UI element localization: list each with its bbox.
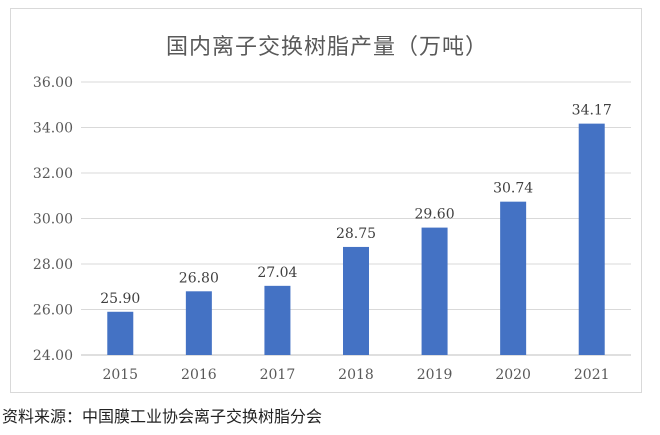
bar-2015: [107, 311, 134, 355]
bar-chart: 24.00 26.00 28.00 30.00 32.00 34.00 36.00 25.90…: [33, 75, 631, 383]
data-label: 25.90: [100, 291, 140, 307]
x-tick-label: 2018: [338, 367, 374, 383]
y-tick-label: 30.00: [33, 212, 73, 228]
y-tick-label: 32.00: [33, 166, 73, 182]
bar-2017: [264, 285, 291, 355]
bar-2020: [500, 201, 527, 355]
bar-2021: [578, 123, 605, 355]
data-label: 34.17: [572, 103, 612, 119]
x-tick-label: 2015: [102, 367, 138, 383]
data-label: 26.80: [179, 270, 219, 286]
data-label: 27.04: [257, 265, 297, 281]
x-tick-label: 2019: [417, 367, 453, 383]
y-tick-label: 28.00: [33, 257, 73, 273]
bar-2019: [421, 227, 448, 355]
x-tick-label: 2016: [181, 367, 217, 383]
source-note: 资料来源：中国膜工业协会离子交换树脂分会: [2, 407, 323, 426]
x-tick-label: 2020: [495, 367, 531, 383]
x-tick-label: 2021: [574, 367, 610, 383]
data-label: 29.60: [415, 207, 455, 223]
y-tick-label: 36.00: [33, 75, 73, 91]
bar-2016: [185, 291, 212, 355]
y-tick-label: 24.00: [33, 348, 73, 364]
bar-2018: [343, 246, 369, 355]
data-label: 30.74: [493, 181, 533, 197]
data-label: 28.75: [336, 226, 376, 242]
chart-frame: 国内离子交换树脂产量（万吨） 24.00 26.00 28.00 30.00 32.00…: [10, 8, 642, 393]
y-tick-label: 26.00: [33, 303, 73, 319]
x-tick-label: 2017: [260, 367, 296, 383]
y-tick-label: 34.00: [33, 121, 73, 137]
chart-title: 国内离子交换树脂产量（万吨）: [165, 35, 488, 60]
